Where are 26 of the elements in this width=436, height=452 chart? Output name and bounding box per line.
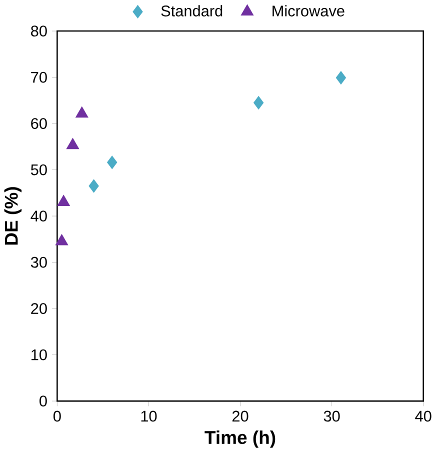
point [75,106,88,118]
point [57,194,70,206]
y-tick-label: 80 [30,26,47,36]
point [55,234,68,246]
x-axis-title: Time (h) [204,430,276,448]
legend-label: Microwave [272,5,344,16]
y-tick-label: 10 [31,349,47,360]
y-tick-label: 70 [31,72,47,83]
x-tick-label: 40 [415,410,432,422]
x-tick-label: 10 [141,410,157,422]
point [253,96,264,110]
point [106,156,118,170]
point [66,138,80,150]
y-tick-label: 0 [39,396,47,406]
y-tick-label: 20 [31,303,47,314]
point [88,179,99,193]
x-tick-label: 20 [232,410,248,422]
y-tick-label: 40 [30,210,47,222]
y-tick-label: 50 [30,164,47,176]
point [336,71,346,84]
x-tick-label: 30 [324,410,340,422]
legend-label: Standard [161,5,222,16]
x-tick-label: 0 [53,410,61,422]
y-axis-title: DE (%) [4,187,22,245]
y-tick-label: 30 [30,256,47,268]
y-tick-label: 60 [31,118,47,129]
